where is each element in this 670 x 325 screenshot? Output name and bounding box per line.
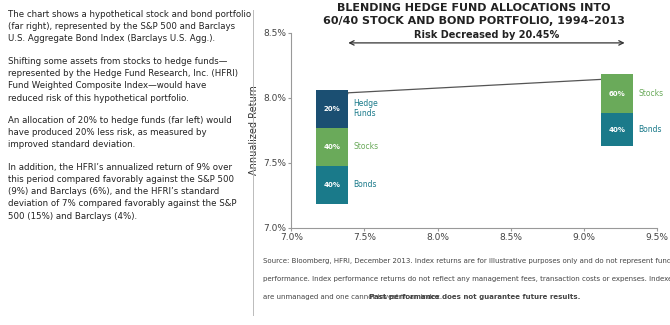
Text: Bonds: Bonds <box>639 125 662 134</box>
Text: 40%: 40% <box>608 126 626 133</box>
Text: are unmanaged and one cannot invest in an index.: are unmanaged and one cannot invest in a… <box>263 294 445 300</box>
Title: BLENDING HEDGE FUND ALLOCATIONS INTO
60/40 STOCK AND BOND PORTFOLIO, 1994–2013: BLENDING HEDGE FUND ALLOCATIONS INTO 60/… <box>323 3 625 26</box>
Text: Source: Bloomberg, HFRI, December 2013. Index returns are for illustrative purpo: Source: Bloomberg, HFRI, December 2013. … <box>263 258 670 264</box>
Bar <box>316 90 348 128</box>
Text: 60%: 60% <box>609 91 626 97</box>
Text: performance. Index performance returns do not reflect any management fees, trans: performance. Index performance returns d… <box>263 276 670 282</box>
Text: An allocation of 20% to hedge funds (far left) would
have produced 20% less risk: An allocation of 20% to hedge funds (far… <box>8 116 232 149</box>
Text: 20%: 20% <box>324 106 341 112</box>
Bar <box>601 113 633 146</box>
Text: 40%: 40% <box>324 182 341 188</box>
Text: Shifting some assets from stocks to hedge funds—
represented by the Hedge Fund R: Shifting some assets from stocks to hedg… <box>8 57 238 103</box>
Bar <box>601 74 633 113</box>
Text: Past performance does not guarantee future results.: Past performance does not guarantee futu… <box>369 294 580 300</box>
Text: Stocks: Stocks <box>639 89 663 98</box>
Bar <box>316 128 348 166</box>
Text: Stocks: Stocks <box>354 142 379 151</box>
Text: 40%: 40% <box>324 144 341 150</box>
Text: The chart shows a hypothetical stock and bond portfolio
(far right), represented: The chart shows a hypothetical stock and… <box>8 10 251 43</box>
Text: Risk Decreased by 20.45%: Risk Decreased by 20.45% <box>414 30 559 40</box>
Text: In addition, the HFRI’s annualized return of 9% over
this period compared favora: In addition, the HFRI’s annualized retur… <box>8 163 237 221</box>
Text: Hedge
Funds: Hedge Funds <box>354 99 379 118</box>
Bar <box>316 166 348 204</box>
Y-axis label: Annualized Return: Annualized Return <box>249 85 259 175</box>
Text: Bonds: Bonds <box>354 180 377 189</box>
